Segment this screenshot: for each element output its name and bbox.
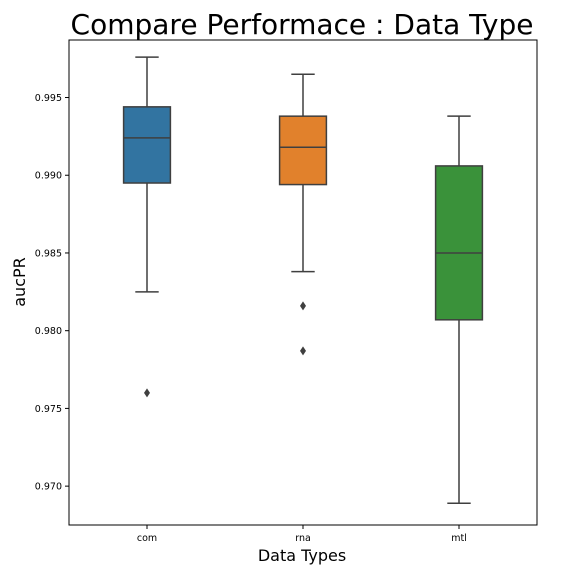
- chart-title: Compare Performace : Data Type: [71, 8, 534, 41]
- y-axis-label: aucPR: [10, 257, 29, 307]
- box-mtl: [434, 115, 484, 504]
- y-tick-label: 0.990: [35, 171, 62, 182]
- x-tick-label: mtl: [451, 533, 467, 544]
- box-rna: [278, 73, 328, 356]
- boxes-group: [122, 56, 484, 504]
- x-axis-label: Data Types: [258, 546, 346, 565]
- iqr-box: [122, 106, 172, 184]
- y-axis-ticks: 0.970 0.975 0.980 0.985 0.990 0.995: [35, 93, 69, 493]
- x-tick-label: rna: [295, 533, 311, 544]
- box-com: [122, 56, 172, 398]
- iqr-box: [278, 115, 328, 186]
- y-tick-label: 0.970: [35, 482, 62, 493]
- outlier-point: [144, 388, 150, 398]
- y-tick-label: 0.980: [35, 326, 62, 337]
- y-tick-label: 0.995: [35, 93, 62, 104]
- x-tick-label: com: [137, 533, 157, 544]
- y-tick-label: 0.975: [35, 404, 62, 415]
- iqr-box: [434, 165, 484, 321]
- y-tick-label: 0.985: [35, 248, 62, 259]
- x-axis-ticks: com rna mtl: [137, 525, 467, 544]
- outlier-point: [300, 346, 306, 356]
- outlier-point: [300, 301, 306, 311]
